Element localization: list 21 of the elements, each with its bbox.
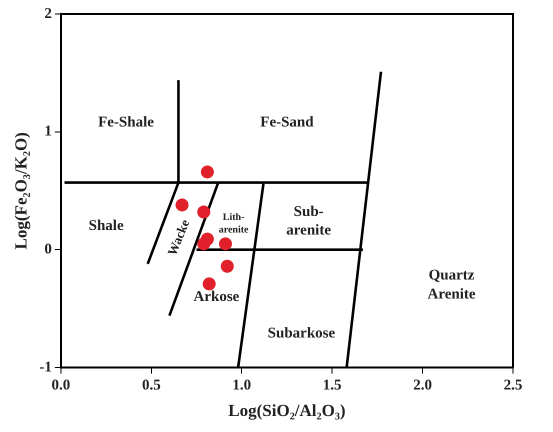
x-tick-label: 1.5 [322, 377, 342, 394]
y-tick-label: 0 [44, 242, 52, 258]
annotation: Wacke [164, 217, 192, 258]
x-tick-label: 2.0 [413, 377, 432, 394]
x-axis-title: Log(SiO₂/Al₂O₃) [228, 401, 346, 420]
y-tick-label: 1 [44, 124, 52, 140]
x-tick-label: 2.5 [504, 377, 522, 394]
x-tick-label: 0.0 [52, 377, 70, 394]
y-axis-title: Log(Fe₂O₃/K₂O) [12, 132, 31, 250]
y-tick-label: 2 [44, 6, 52, 22]
annotation: Arkose [194, 288, 240, 305]
x-tick-label: 0.5 [142, 377, 161, 394]
annotation: Fe-Sand [260, 114, 314, 130]
annotation: Subarkose [268, 325, 336, 342]
x-tick-label: 1.0 [232, 377, 252, 394]
annotation: Shale [88, 218, 124, 234]
annotation: Lith- arenite [218, 212, 250, 236]
annotation: Quartz Arenite [427, 268, 476, 302]
annotation: Fe-Shale [98, 114, 154, 130]
annotation: Sub- arenite [286, 204, 332, 239]
y-tick-label: -1 [39, 359, 52, 376]
